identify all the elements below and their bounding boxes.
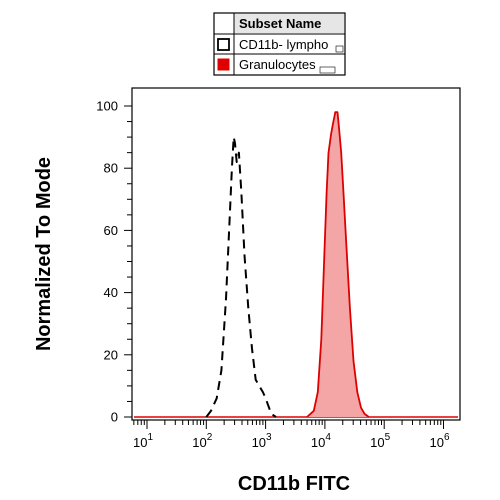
x-tick-label: 102 <box>192 432 212 450</box>
y-tick-label: 100 <box>96 99 118 114</box>
y-tick-label: 60 <box>104 223 118 238</box>
plot-area <box>131 87 461 421</box>
legend-swatch-granulocytes <box>217 58 230 71</box>
legend-marker-1 <box>335 45 344 53</box>
y-tick-label: 80 <box>104 161 118 176</box>
series-line-0 <box>205 136 277 418</box>
legend-label-granulocytes: Granulocytes <box>239 57 316 72</box>
y-axis: 0 20 40 60 80 100 <box>96 99 132 425</box>
x-tick-label: 106 <box>429 432 449 450</box>
series-line-1 <box>306 111 370 418</box>
series-layer <box>134 111 458 418</box>
y-tick-label: 40 <box>104 285 118 300</box>
x-tick-label: 104 <box>311 432 331 450</box>
legend-header: Subset Name <box>239 16 321 31</box>
x-tick-label: 101 <box>133 432 153 450</box>
series-area-1 <box>307 112 369 417</box>
legend-header-bg <box>234 14 344 33</box>
legend-label-lympho: CD11b- lympho <box>239 37 328 52</box>
plot-frame <box>131 87 461 421</box>
y-tick-label: 0 <box>111 410 118 425</box>
x-axis: 101 102 103 104 105 106 <box>133 420 450 450</box>
x-axis-title: CD11b FITC <box>238 473 350 495</box>
y-tick-label: 20 <box>104 347 118 362</box>
legend-swatch-lympho <box>217 38 230 51</box>
legend: Subset Name CD11b- lympho Granulocytes <box>213 12 346 76</box>
x-tick-label: 105 <box>370 432 390 450</box>
x-tick-label: 103 <box>252 432 272 450</box>
y-axis-title: Normalized To Mode <box>33 157 55 351</box>
legend-marker-2 <box>319 66 336 74</box>
